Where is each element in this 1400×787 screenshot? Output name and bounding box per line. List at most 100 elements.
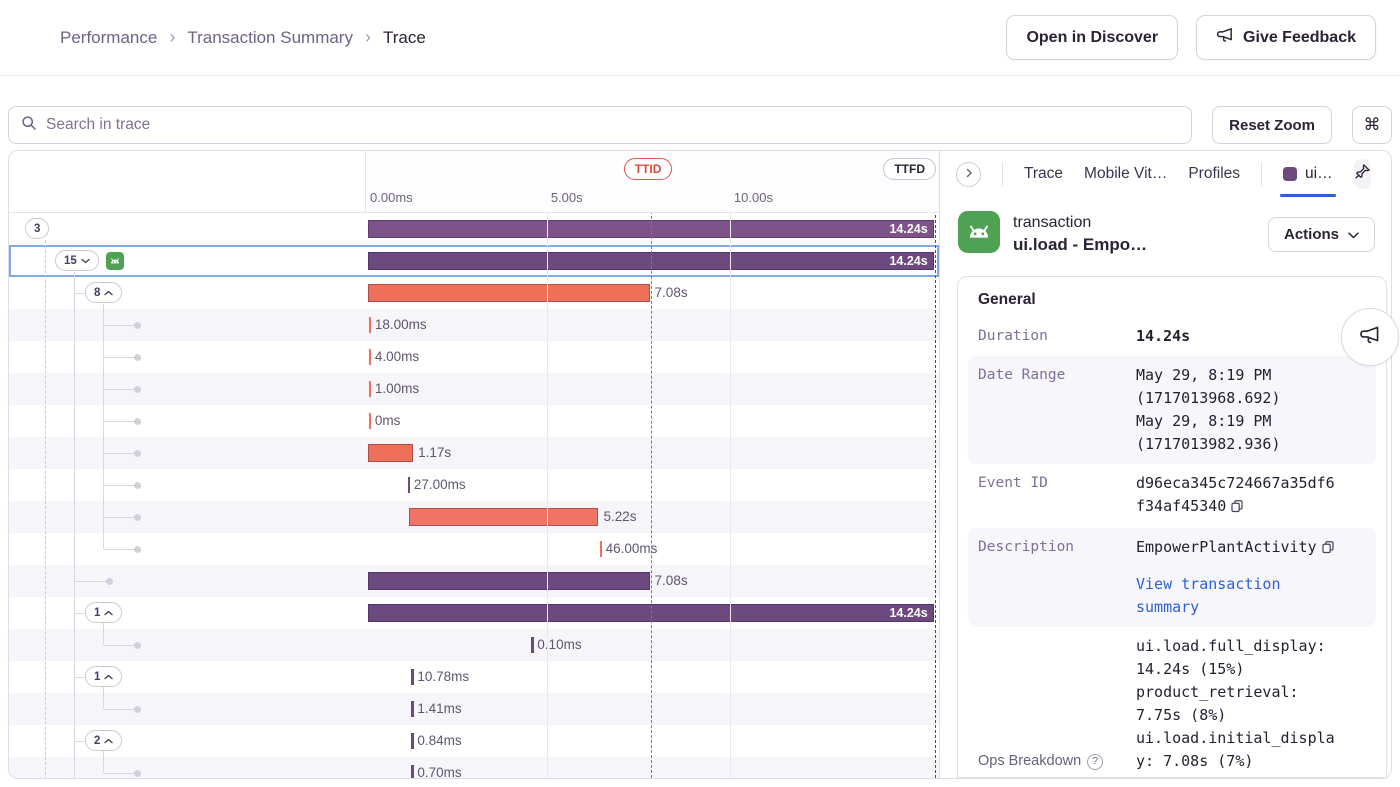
divider — [1002, 162, 1003, 186]
span-bar-area: 0.10ms — [366, 629, 939, 661]
span-duration-tick[interactable] — [411, 765, 414, 778]
general-section-title: General — [978, 291, 1036, 308]
trace-row[interactable]: 2db.sql.room — com.example.vu0.84ms — [9, 725, 939, 757]
leaf-dot — [134, 417, 141, 425]
general-section-card: General Duration 14.24s Date Range May 29, … — [957, 276, 1387, 778]
copy-icon[interactable] — [1321, 538, 1335, 561]
tree-connector — [104, 420, 134, 422]
search-box[interactable] — [8, 106, 1193, 144]
tab-trace[interactable]: Trace — [1024, 165, 1064, 182]
open-in-discover-button[interactable]: Open in Discover — [1006, 15, 1179, 60]
trace-row[interactable]: contentprovider.load — ar0ms — [9, 405, 939, 437]
reset-zoom-button[interactable]: Reset Zoom — [1212, 106, 1332, 144]
kv-label: Event ID — [978, 475, 1048, 491]
tab-profiles[interactable]: Profiles — [1188, 165, 1241, 182]
span-duration-tick[interactable] — [599, 541, 603, 557]
trace-row[interactable]: contentprovider.load — co1.17s — [9, 437, 939, 469]
transaction-name: ui.load - Empo… — [1013, 234, 1148, 254]
tab-mobile-vitals[interactable]: Mobile Vit… — [1084, 165, 1168, 182]
tree-connector — [75, 676, 85, 678]
trace-row[interactable]: contentprovider.load — io4.00ms — [9, 341, 939, 373]
span-duration-tick[interactable] — [368, 413, 372, 429]
trace-row[interactable]: db.sql.query — SELECT * F0.10ms — [9, 629, 939, 661]
android-icon — [106, 252, 124, 275]
span-bar-area: 4.00ms — [366, 341, 939, 373]
search-input[interactable] — [46, 116, 1180, 134]
span-count-pill[interactable]: 8 — [85, 282, 123, 303]
general-row-duration: Duration 14.24s — [968, 317, 1376, 356]
pin-tab-button[interactable] — [1353, 159, 1371, 189]
transaction-type-label: transaction — [1013, 214, 1092, 232]
leaf-dot — [134, 513, 141, 521]
give-feedback-button[interactable]: Give Feedback — [1196, 15, 1376, 60]
trace-row[interactable]: 8app.start.cold — Cold Start7.08s — [9, 277, 939, 309]
transaction-title: transaction ui.load - Empo… — [1013, 212, 1147, 257]
span-duration-tick[interactable] — [368, 349, 372, 365]
span-duration-bar[interactable] — [409, 508, 599, 526]
command-shortcut-button[interactable]: ⌘ — [1352, 106, 1392, 144]
duration-label: 1.41ms — [417, 701, 462, 716]
span-bar-area: 0ms — [366, 405, 939, 437]
trace-row[interactable]: db.sql.query — INSERT OR0.70ms — [9, 757, 939, 778]
breadcrumb-performance[interactable]: Performance — [60, 27, 158, 47]
leaf-dot — [106, 577, 113, 585]
trace-row[interactable]: activity.load — com.examp5.22s — [9, 501, 939, 533]
span-count-pill[interactable]: 15 — [55, 250, 99, 271]
span-bar-area: 0.70ms — [366, 757, 939, 778]
ttfd-badge[interactable]: TTFD — [883, 158, 936, 180]
span-duration-tick[interactable] — [368, 381, 372, 397]
span-duration-tick[interactable] — [368, 317, 372, 333]
kv-value: May 29, 8:19 PM (1717013968.692) May 29, 8… — [1136, 364, 1335, 456]
copy-icon[interactable] — [1230, 497, 1244, 520]
span-bar-area: 10.78ms — [366, 661, 939, 693]
actions-button[interactable]: Actions — [1267, 217, 1375, 252]
axis-tick-label: 5.00s — [550, 190, 583, 205]
duration-label: 0ms — [374, 413, 401, 428]
trace-row[interactable]: application.load — com.ex27.00ms — [9, 469, 939, 501]
span-count-pill[interactable]: 3 — [25, 218, 50, 239]
span-bar-area: 1.00ms — [366, 373, 939, 405]
span-duration-bar[interactable] — [367, 572, 650, 590]
tab-transaction-active[interactable]: ui… — [1280, 151, 1336, 197]
span-rows-container: 3Trace — 8cbbcd38721b415ab6cbdc4ff14.24s… — [9, 213, 939, 778]
trace-row[interactable]: 1ui.load.full_display — Empow14.24s — [9, 597, 939, 629]
view-transaction-summary-link[interactable]: View transaction summary — [1136, 575, 1281, 616]
trace-row[interactable]: 15ui.load — EmpowerPlantActivity14.24s — [9, 245, 939, 277]
span-duration-bar[interactable]: 14.24s — [367, 604, 934, 622]
axis-tick-label: 10.00s — [733, 190, 773, 205]
span-duration-tick[interactable] — [411, 669, 414, 685]
span-duration-bar[interactable] — [367, 284, 650, 302]
feedback-fab-button[interactable] — [1341, 308, 1399, 366]
breadcrumb-transaction-summary[interactable]: Transaction Summary — [187, 27, 353, 47]
pin-icon — [1354, 163, 1371, 185]
leaf-dot — [134, 545, 141, 553]
tree-guide-line — [103, 304, 104, 549]
tree-guide-line — [45, 240, 46, 778]
help-icon[interactable]: ? — [1087, 753, 1104, 770]
span-count-pill[interactable]: 1 — [85, 602, 123, 623]
trace-row[interactable]: contentprovider.load — io1.00ms — [9, 373, 939, 405]
span-count-pill[interactable]: 2 — [85, 730, 123, 751]
span-duration-bar[interactable]: 14.24s — [367, 252, 934, 270]
span-bar-area: 14.24s — [366, 597, 939, 629]
kv-label: Description — [978, 539, 1075, 555]
trace-row[interactable]: 3Trace — 8cbbcd38721b415ab6cbdc4ff14.24s — [9, 213, 939, 245]
span-duration-tick[interactable] — [531, 637, 534, 653]
span-duration-bar[interactable] — [367, 444, 414, 462]
kv-label: Date Range — [978, 367, 1066, 383]
ttid-badge[interactable]: TTID — [623, 158, 673, 180]
tree-guide-line — [74, 272, 75, 778]
span-duration-bar[interactable]: 14.24s — [367, 220, 934, 238]
span-duration-tick[interactable] — [411, 701, 414, 717]
trace-row[interactable]: 1db.sql.room — com.example.vu10.78ms — [9, 661, 939, 693]
collapse-panel-button[interactable] — [956, 161, 981, 187]
span-duration-tick[interactable] — [407, 477, 411, 493]
span-count-pill[interactable]: 1 — [85, 666, 123, 687]
trace-row[interactable]: ui.load.initial_display — Empo7.08s — [9, 565, 939, 597]
tree-connector — [104, 548, 134, 550]
trace-row[interactable]: db.sql.query — DELETE FR1.41ms — [9, 693, 939, 725]
trace-row[interactable]: activity.load — com.examp46.00ms — [9, 533, 939, 565]
trace-row[interactable]: process.load — Process In18.00ms — [9, 309, 939, 341]
span-duration-tick[interactable] — [411, 733, 414, 749]
span-bar-area: 46.00ms — [366, 533, 939, 565]
